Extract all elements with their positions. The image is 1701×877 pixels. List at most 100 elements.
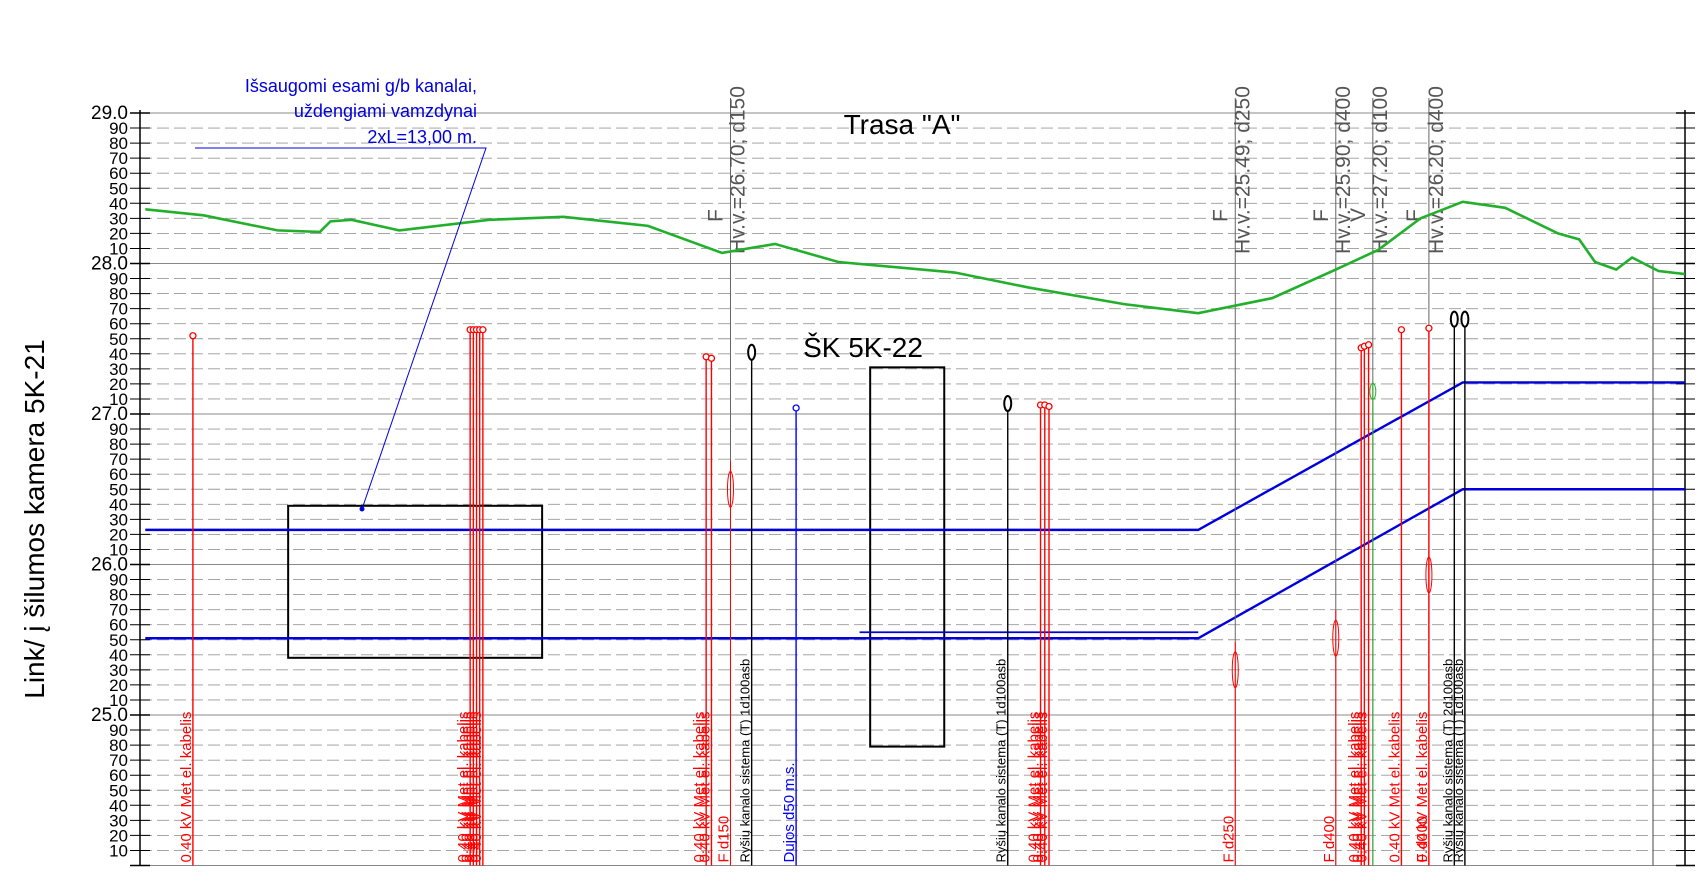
axis-major-label: 27.0	[91, 404, 128, 425]
heating-symbol-label: F	[704, 209, 727, 222]
utility-label: 0.40 kV Met el. kabelis	[1030, 712, 1047, 863]
cable-marker	[1397, 326, 1406, 334]
note-line-1: Išsaugomi esami g/b kanalai,	[245, 76, 477, 96]
axis-minor-label: 10	[109, 390, 128, 409]
chamber-label: ŠK 5K-22	[803, 332, 923, 363]
utility-label: 0.40 kV Met el. kabelis	[455, 712, 472, 863]
axis-minor-label: 10	[109, 841, 128, 860]
axis-minor-label: 80	[109, 736, 128, 755]
heating-symbol-label: V	[1347, 208, 1370, 222]
conduit-marker	[1449, 310, 1459, 328]
axis-major-label: 26.0	[91, 555, 128, 576]
utility-label: F d400	[1414, 816, 1431, 863]
chamber-box	[869, 366, 946, 748]
pipe-section-ellipse	[1332, 619, 1340, 657]
elevation-axis: 29.090807060504030201028.090807060504030…	[91, 103, 1695, 867]
axis-major-label: 28.0	[91, 254, 128, 275]
axis-minor-label: 10	[109, 691, 128, 710]
utility-power: 0.40 kV Met el. kabelis	[1034, 402, 1053, 866]
axis-minor-label: 70	[109, 149, 128, 168]
axis-minor-label: 70	[109, 300, 128, 319]
axis-minor-label: 20	[109, 676, 128, 695]
note-callout: Išsaugomi esami g/b kanalai, uždengiami …	[195, 76, 487, 512]
axis-minor-label: 90	[109, 571, 128, 590]
axis-minor-label: 60	[109, 315, 128, 334]
ground-profile-line	[145, 200, 1686, 315]
axis-minor-label: 90	[109, 721, 128, 740]
axis-minor-label: 50	[109, 781, 128, 800]
note-line-2: uždengiami vamzdynai	[294, 101, 477, 121]
axis-minor-label: 70	[109, 751, 128, 770]
heating-pipe-line	[145, 381, 1685, 532]
side-label: Link/ į šilumos kamera 5K-21	[19, 339, 50, 698]
utility-gas: Dujos d50 m.s.	[781, 404, 800, 866]
axis-minor-label: 60	[109, 766, 128, 785]
heating-elevation-label: Hv.v.=25.49; d250	[1231, 86, 1254, 254]
utility-telecom: Ryšių kanalo sistema (T) 1d100asb	[1451, 310, 1470, 866]
utility-label: 0.40 kV Met el. kabelis	[1034, 712, 1051, 863]
axis-minor-label: 30	[109, 510, 128, 529]
utility-label: F d150	[715, 816, 732, 863]
axis-minor-label: 40	[109, 796, 128, 815]
existing-channel-box	[287, 504, 544, 659]
axis-minor-label: 30	[109, 811, 128, 830]
heating-elevation-label: Hv.v.=26.70; d150	[726, 86, 749, 254]
utility-power: 0.40 kV Met el. kabelis	[1026, 401, 1045, 866]
axis-minor-label: 50	[109, 480, 128, 499]
pipe-section-ellipse	[1369, 382, 1377, 400]
utility-label: 0.40 kV Met el. kabelis	[1354, 712, 1371, 863]
axis-minor-label: 30	[109, 209, 128, 228]
axis-minor-label: 30	[109, 360, 128, 379]
heating-elevation-label: Hv.v.=26.20; d400	[1425, 86, 1448, 254]
axis-minor-label: 80	[109, 134, 128, 153]
axis-minor-label: 80	[109, 285, 128, 304]
utility-power: 0.40 kV Met el. kabelis	[696, 354, 716, 866]
utility-power: 0.40 kV Met el. kabelis	[462, 326, 481, 866]
axis-minor-label: 20	[109, 375, 128, 394]
utility-label: Ryšių kanalo sistema (T) 1d100asb	[738, 659, 753, 863]
utility-telecom: Ryšių kanalo sistema (T) 1d100asb	[738, 343, 757, 866]
utility-label: Dujos d50 m.s.	[781, 762, 798, 862]
utility-power: 0.40 kV Met el. kabelis	[1414, 324, 1433, 866]
heating-elevation-label: Hv.v.=25.90; d400	[1332, 86, 1355, 254]
axis-minor-label: 80	[109, 435, 128, 454]
utility-power: 0.40 kV Met el. kabelis	[1349, 342, 1369, 866]
axis-minor-label: 10	[109, 540, 128, 559]
utility-telecom: Ryšių kanalo sistema (T) 1d100asb	[994, 394, 1013, 866]
note-leader-line	[195, 147, 487, 510]
conduit-marker	[747, 343, 757, 361]
utility-label: 0.40 kV Met el. kabelis	[458, 712, 475, 863]
axis-minor-label: 60	[109, 465, 128, 484]
cable-marker	[189, 332, 197, 340]
utility-label: 0.40 kV Met el. kabelis	[1414, 712, 1431, 863]
utility-label: 0.40 kV Met el. kabelis	[1349, 712, 1366, 863]
utility-power: 0.40 kV Met el. kabelis	[1030, 401, 1049, 866]
utility-label: F d400	[1321, 816, 1338, 863]
cable-marker	[1045, 402, 1053, 411]
axis-minor-label: 40	[109, 194, 128, 213]
axis-minor-label: 60	[109, 616, 128, 635]
axis-minor-label: 80	[109, 586, 128, 605]
utility-power: 0.40 kV Met el. kabelis	[458, 326, 477, 866]
axis-minor-label: 70	[109, 450, 128, 469]
heating-pipe-line	[145, 488, 1685, 640]
utility-label: 0.40 kV Met el. kabelis	[691, 712, 708, 863]
heating-symbol-label: F	[1403, 209, 1426, 222]
utility-label: Ryšių kanalo sistema (T) 1d100asb	[994, 659, 1009, 863]
utility-label: 0.40 kV Met el. kabelis	[465, 712, 482, 863]
axis-minor-label: 40	[109, 495, 128, 514]
utility-label: 0.40 kV Met el. kabelis	[462, 712, 479, 863]
axis-minor-label: 90	[109, 270, 128, 289]
axis-minor-label: 90	[109, 119, 128, 138]
grid-lines	[140, 112, 1685, 867]
axis-minor-label: 50	[109, 179, 128, 198]
axis-minor-label: 20	[109, 224, 128, 243]
cable-marker	[1425, 324, 1433, 332]
utility-lines: 0.40 kV Met el. kabelis 0.40 kV Met el. k…	[178, 86, 1470, 866]
axis-minor-label: 40	[109, 345, 128, 364]
